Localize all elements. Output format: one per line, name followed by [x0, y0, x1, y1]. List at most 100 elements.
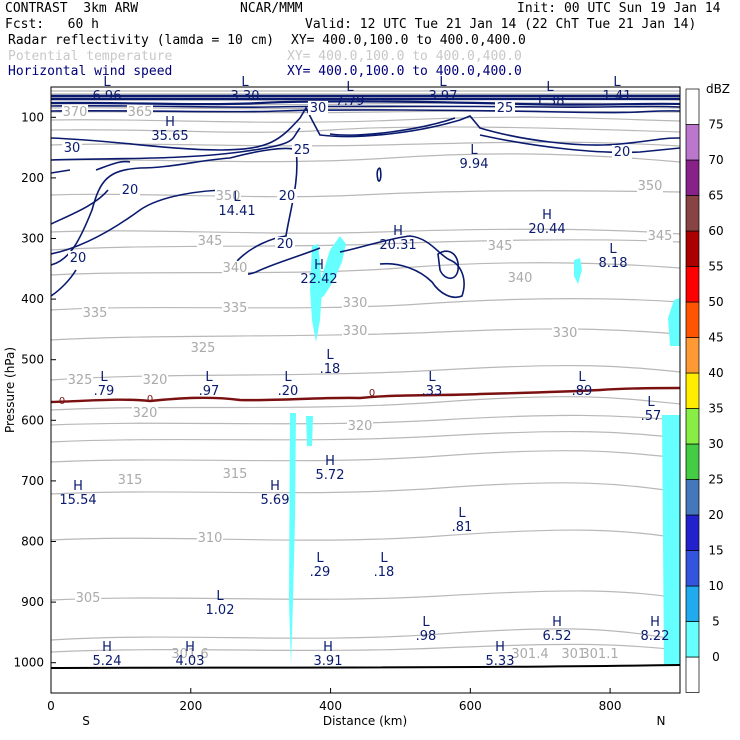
init-time: Init: 00 UTC Sun 19 Jan 14: [517, 1, 721, 16]
extremum-value: 5.33: [486, 654, 515, 669]
wind-label-bg: [495, 101, 515, 115]
y-tick-label: 300: [21, 232, 44, 246]
extremum-value: 22.42: [300, 272, 337, 287]
theta-label: 305: [76, 591, 101, 606]
extremum-value: 6.52: [543, 629, 572, 644]
colorbar-swatch: [685, 514, 700, 551]
extremum-value: 5.72: [316, 468, 345, 483]
y-tick-label: 800: [21, 535, 44, 549]
theta-label: 340: [223, 261, 248, 276]
extremum-letter: H: [323, 640, 333, 655]
extremum-value: .97: [199, 384, 220, 399]
theta-label: 310: [198, 531, 223, 546]
theta-label-bg: [222, 261, 248, 275]
colorbar-swatch: [685, 621, 700, 658]
extremum-letter: L: [470, 143, 478, 158]
extremum-value: .29: [310, 565, 331, 580]
y-tick-label: 500: [21, 353, 44, 367]
colorbar-label: 5: [712, 615, 720, 629]
colorbar-swatch: [685, 124, 700, 161]
y-tick-label: 100: [21, 110, 44, 124]
x-tick-label: 600: [459, 699, 482, 713]
extremum-letter: L: [100, 370, 108, 385]
extremum-value: .98: [416, 629, 437, 644]
y-tick-label: 900: [21, 595, 44, 609]
theta-label: 335: [83, 306, 108, 321]
colorbar-label: 45: [708, 331, 723, 345]
valid-time: Valid: 12 UTC Tue 21 Jan 14 (22 ChT Tue …: [305, 17, 697, 32]
extremum-value: .18: [374, 565, 395, 580]
colorbar-swatch: [685, 408, 700, 445]
extremum-letter: L: [458, 506, 466, 521]
plot-frame: [50, 86, 681, 694]
theta-label-bg: [75, 591, 101, 605]
x-tick-label: 800: [599, 699, 622, 713]
colorbar-label: 0: [712, 650, 720, 664]
theta-label: 315: [223, 467, 248, 482]
theta-label-bg: [342, 296, 368, 310]
extremum-value: 20.44: [528, 222, 565, 237]
extremum-value: 20.31: [379, 238, 416, 253]
extremum-letter: H: [393, 224, 403, 239]
x-axis-title: Distance (km): [323, 714, 407, 728]
theta-label: 345: [198, 234, 223, 249]
extremum-letter: H: [552, 615, 562, 630]
colorbar-label: 65: [708, 189, 723, 203]
extremum-value: 5.24: [93, 654, 122, 669]
theta-label: 340: [508, 271, 533, 286]
x-tick-label: 0: [47, 699, 55, 713]
extremum-letter: L: [578, 370, 586, 385]
extremum-value: .18: [320, 362, 341, 377]
theta-label-bg: [190, 341, 216, 355]
extremum-letter: H: [495, 640, 505, 655]
colorbar-label: 25: [708, 473, 723, 487]
extremum-value: 7.79: [336, 94, 365, 109]
colorbar-swatch: [685, 301, 700, 338]
y-tick-label: 1000: [13, 656, 44, 670]
wind-label-bg: [275, 237, 295, 251]
colorbar-label: 50: [708, 295, 723, 309]
extremum-value: 15.54: [59, 493, 96, 508]
theta-label-bg: [487, 239, 513, 253]
colorbar-label: 35: [708, 402, 723, 416]
wind-label-bg: [277, 189, 297, 203]
extremum-value: 8.18: [599, 256, 628, 271]
colorbar-unit: dBZ: [706, 82, 730, 96]
field-theta: Potential temperature: [8, 49, 173, 64]
colorbar-label: 10: [708, 579, 723, 593]
extremum-value: 1.02: [206, 603, 235, 618]
colorbar-swatch: [685, 230, 700, 267]
model-title: CONTRAST 3km ARW: [5, 1, 139, 16]
theta-label: 330: [553, 326, 578, 341]
reflectivity-shading: [289, 236, 680, 666]
theta-label: 345: [488, 239, 513, 254]
theta-contours: [51, 90, 680, 653]
colorbar-swatch: [685, 88, 700, 125]
zero-line-label: 0: [369, 388, 375, 399]
extremum-value: 1.38: [536, 94, 565, 109]
wind-label: 20: [277, 237, 294, 252]
extremum-value: 35.65: [151, 129, 188, 144]
wind-label: 25: [497, 101, 514, 116]
x-end-label-left: S: [82, 714, 90, 728]
colorbar-swatch: [685, 195, 700, 232]
theta-label-bg: [132, 406, 158, 420]
theta-label: 330: [343, 296, 368, 311]
wind-label-bg: [292, 143, 312, 157]
wind-label: 20: [70, 251, 87, 266]
colorbar-label: 40: [708, 366, 723, 380]
theta-label-bg: [177, 647, 203, 661]
y-tick-label: 200: [21, 171, 44, 185]
extremum-letter: L: [422, 615, 430, 630]
extremum-letter: L: [609, 242, 617, 257]
theta-label: 345: [648, 229, 673, 244]
extremum-value: 5.69: [261, 493, 290, 508]
extremum-letter: L: [205, 370, 213, 385]
extremum-letter: H: [325, 454, 335, 469]
colorbar-label: 60: [708, 224, 723, 238]
theta-label: 325: [68, 373, 93, 388]
theta-label-bg: [82, 306, 108, 320]
theta-label-bg: [222, 301, 248, 315]
extremum-letter: L: [241, 75, 249, 90]
extremum-letter: L: [216, 589, 224, 604]
